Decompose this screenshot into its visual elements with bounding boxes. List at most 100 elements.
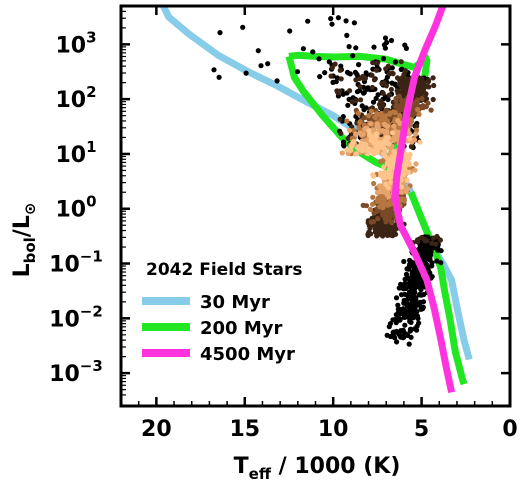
field-star-point	[300, 46, 306, 52]
field-star-point	[423, 91, 429, 97]
field-star-point	[424, 264, 430, 270]
x-tick-label: 10	[318, 417, 349, 442]
field-star-point	[391, 149, 397, 155]
field-star-point	[344, 32, 350, 39]
field-star-point	[416, 111, 422, 117]
field-star-point	[379, 189, 385, 195]
field-star-point	[371, 173, 377, 179]
field-star-point	[258, 63, 264, 69]
field-star-point	[385, 185, 391, 191]
field-star-point	[359, 103, 365, 109]
field-star-point	[329, 21, 335, 27]
field-star-point	[383, 129, 389, 136]
field-star-point	[395, 302, 401, 308]
field-star-point	[390, 159, 396, 165]
field-star-point	[423, 247, 430, 253]
field-star-point	[402, 322, 408, 328]
field-star-point	[396, 105, 402, 111]
field-star-point	[317, 74, 323, 80]
field-star-point	[383, 83, 389, 89]
field-star-point	[356, 146, 362, 152]
field-star-point	[370, 219, 377, 225]
field-star-point	[407, 136, 413, 142]
field-star-point	[343, 18, 349, 24]
field-star-point	[384, 208, 390, 214]
field-star-point	[374, 111, 380, 117]
field-star-point	[404, 266, 410, 272]
plot-data-layer	[160, 6, 473, 394]
field-star-point	[353, 151, 359, 157]
field-star-point	[414, 237, 421, 243]
field-star-point	[305, 18, 311, 24]
y-tick-label: 101	[55, 138, 96, 168]
field-star-point	[388, 86, 394, 93]
field-star-point	[217, 29, 223, 36]
field-star-point	[413, 295, 419, 301]
field-star-point	[390, 155, 396, 161]
field-star-point	[415, 315, 421, 322]
field-star-point	[380, 158, 386, 164]
field-star-point	[397, 333, 403, 339]
field-star-point	[338, 130, 344, 136]
field-star-point	[388, 37, 395, 44]
field-star-point	[368, 108, 374, 114]
legend-label: 200 Myr	[200, 318, 282, 339]
field-star-point	[413, 131, 419, 137]
field-star-point	[407, 282, 413, 289]
y-tick-label: 100	[55, 193, 96, 223]
field-star-point	[339, 150, 345, 156]
field-star-point	[403, 90, 409, 97]
field-star-point	[374, 123, 380, 130]
field-star-point	[391, 123, 397, 129]
field-star-point	[412, 137, 418, 143]
field-star-point	[429, 260, 435, 266]
field-star-point	[294, 69, 301, 75]
field-star-point	[397, 120, 403, 127]
field-star-point	[401, 198, 407, 204]
field-star-point	[389, 224, 395, 231]
field-star-point	[410, 315, 416, 321]
field-star-point	[423, 104, 429, 110]
field-star-point	[371, 77, 377, 83]
field-star-point	[375, 92, 381, 98]
field-star-point	[243, 70, 249, 76]
field-star-point	[380, 90, 386, 96]
field-star-point	[411, 101, 417, 107]
field-star-point	[408, 334, 414, 340]
field-star-point	[368, 121, 374, 127]
field-star-point	[387, 150, 393, 156]
field-star-point	[373, 144, 379, 150]
field-star-point	[344, 147, 350, 153]
field-star-point	[349, 99, 355, 105]
field-star-point	[414, 123, 420, 129]
field-star-point	[380, 56, 387, 62]
field-star-point	[352, 69, 358, 75]
field-star-point	[357, 119, 363, 125]
field-star-point	[350, 53, 356, 59]
field-star-point	[405, 307, 411, 313]
field-star-point	[394, 88, 400, 94]
field-star-point	[374, 190, 381, 196]
field-star-point	[381, 42, 387, 48]
field-star-point	[411, 302, 417, 308]
field-star-point	[397, 317, 403, 323]
field-star-point	[351, 20, 357, 26]
field-star-point	[369, 84, 375, 91]
field-star-point	[406, 156, 412, 162]
field-star-point	[333, 79, 339, 85]
field-star-point	[395, 306, 401, 312]
field-star-point	[417, 77, 423, 83]
field-star-point	[345, 102, 351, 108]
field-star-point	[421, 81, 427, 87]
field-star-point	[404, 177, 410, 183]
field-star-point	[384, 123, 391, 129]
field-star-point	[341, 143, 347, 149]
x-tick-label: 20	[141, 417, 172, 442]
field-star-point	[418, 292, 424, 298]
field-star-point	[390, 130, 396, 136]
field-star-point	[357, 84, 363, 90]
x-tick-label: 5	[414, 417, 429, 442]
field-star-point	[375, 216, 381, 222]
field-star-point	[354, 89, 360, 95]
field-star-point	[393, 312, 399, 318]
